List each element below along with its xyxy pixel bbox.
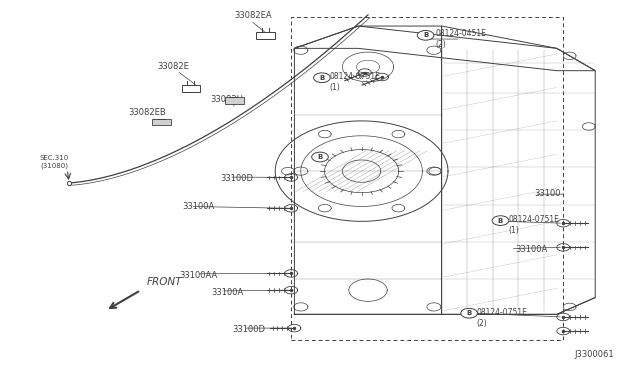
Text: 33082EA: 33082EA — [234, 12, 271, 20]
Circle shape — [417, 31, 434, 40]
Text: 33100: 33100 — [534, 189, 561, 198]
Text: B: B — [423, 32, 428, 38]
Text: FRONT: FRONT — [147, 277, 182, 287]
Text: B: B — [498, 218, 503, 224]
Bar — [182, 85, 200, 92]
Text: 08124-0451E
(2): 08124-0451E (2) — [435, 29, 486, 49]
Text: 08124-0751E
(1): 08124-0751E (1) — [509, 215, 559, 235]
Text: B: B — [317, 154, 323, 160]
Bar — [152, 119, 171, 125]
Text: 33100A: 33100A — [182, 202, 214, 211]
Text: B: B — [467, 310, 472, 316]
Text: 33100AA: 33100AA — [179, 271, 218, 280]
Text: 33082H: 33082H — [211, 95, 244, 104]
Text: 33100D: 33100D — [232, 325, 266, 334]
Text: 33100D: 33100D — [220, 174, 253, 183]
Text: 33100A: 33100A — [515, 245, 547, 254]
Circle shape — [312, 152, 328, 162]
Text: J3300061: J3300061 — [575, 350, 614, 359]
Text: 33100A: 33100A — [211, 288, 243, 296]
Text: 08124-0751E
(2): 08124-0751E (2) — [477, 308, 527, 328]
Bar — [225, 97, 244, 103]
Circle shape — [492, 216, 509, 225]
Circle shape — [461, 308, 477, 318]
Text: 33082EB: 33082EB — [129, 108, 166, 117]
Bar — [257, 32, 275, 39]
Text: 08124-0751E
(1): 08124-0751E (1) — [330, 72, 380, 92]
Circle shape — [314, 73, 330, 83]
Text: 33082E: 33082E — [157, 62, 189, 71]
Text: B: B — [319, 75, 324, 81]
Text: SEC.310
(31080): SEC.310 (31080) — [40, 155, 69, 169]
